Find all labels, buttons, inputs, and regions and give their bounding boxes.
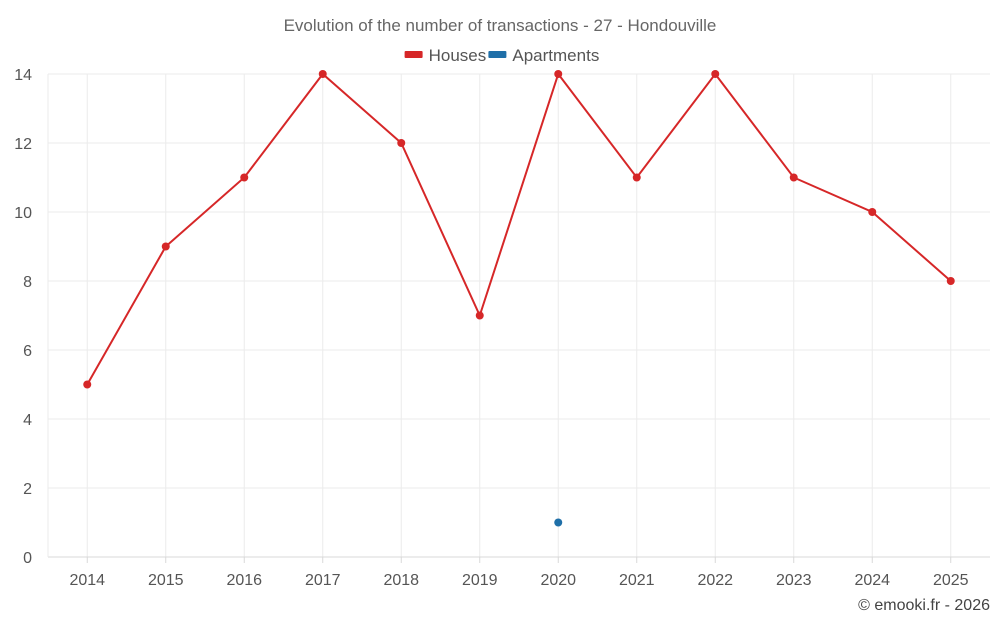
data-point-houses-2022[interactable] <box>711 70 720 78</box>
data-point-houses-2021[interactable] <box>632 173 641 182</box>
legend[interactable]: Houses Apartments <box>404 46 600 65</box>
series-apartments[interactable] <box>554 518 563 527</box>
x-tick-label: 2016 <box>226 572 262 589</box>
x-tick-label: 2018 <box>383 572 419 589</box>
credit-text: © emooki.fr - 2026 <box>858 597 990 614</box>
y-tick-label: 14 <box>14 67 32 84</box>
data-point-apartments-2020[interactable] <box>554 518 563 527</box>
legend-item-houses[interactable]: Houses <box>404 46 487 65</box>
data-point-houses-2020[interactable] <box>554 70 563 78</box>
x-tick-label: 2015 <box>148 572 184 589</box>
x-tick-label: 2014 <box>69 572 105 589</box>
y-tick-label: 6 <box>23 343 32 360</box>
y-tick-label: 10 <box>14 205 32 222</box>
y-tick-label: 4 <box>23 412 32 429</box>
data-point-houses-2024[interactable] <box>868 208 877 216</box>
y-tick-label: 12 <box>14 136 32 153</box>
x-tick-label: 2019 <box>462 572 498 589</box>
y-tick-label: 2 <box>23 481 32 498</box>
data-point-houses-2015[interactable] <box>161 242 170 251</box>
axes: 0 2 4 6 8 10 12 14 2014 2015 2016 2017 2018 2019 2020 2… <box>14 67 990 589</box>
data-point-houses-2017[interactable] <box>318 70 327 78</box>
legend-label: Houses <box>429 46 487 65</box>
data-point-houses-2019[interactable] <box>475 311 484 320</box>
data-point-houses-2016[interactable] <box>240 173 249 182</box>
chart-title: Evolution of the number of transactions … <box>284 16 717 35</box>
legend-item-apartments[interactable]: Apartments <box>488 46 599 65</box>
x-tick-label: 2021 <box>619 572 655 589</box>
legend-label: Apartments <box>512 46 599 65</box>
series-layer <box>83 70 955 527</box>
x-tick-label: 2020 <box>540 572 576 589</box>
legend-swatch <box>488 51 507 58</box>
x-tick-label: 2023 <box>776 572 812 589</box>
series-houses[interactable] <box>83 70 955 389</box>
x-tick-label: 2017 <box>305 572 341 589</box>
data-point-houses-2025[interactable] <box>946 277 955 285</box>
grid-lines <box>48 73 990 557</box>
series-line-houses[interactable] <box>86 71 952 385</box>
y-tick-label: 0 <box>23 550 32 567</box>
data-point-houses-2018[interactable] <box>397 139 406 147</box>
x-tick-label: 2024 <box>854 572 890 589</box>
data-point-houses-2014[interactable] <box>83 380 92 389</box>
y-tick-label: 8 <box>23 274 32 291</box>
data-point-houses-2023[interactable] <box>789 173 798 182</box>
legend-swatch <box>404 51 423 58</box>
x-tick-label: 2022 <box>697 572 733 589</box>
x-tick-label: 2025 <box>933 572 969 589</box>
